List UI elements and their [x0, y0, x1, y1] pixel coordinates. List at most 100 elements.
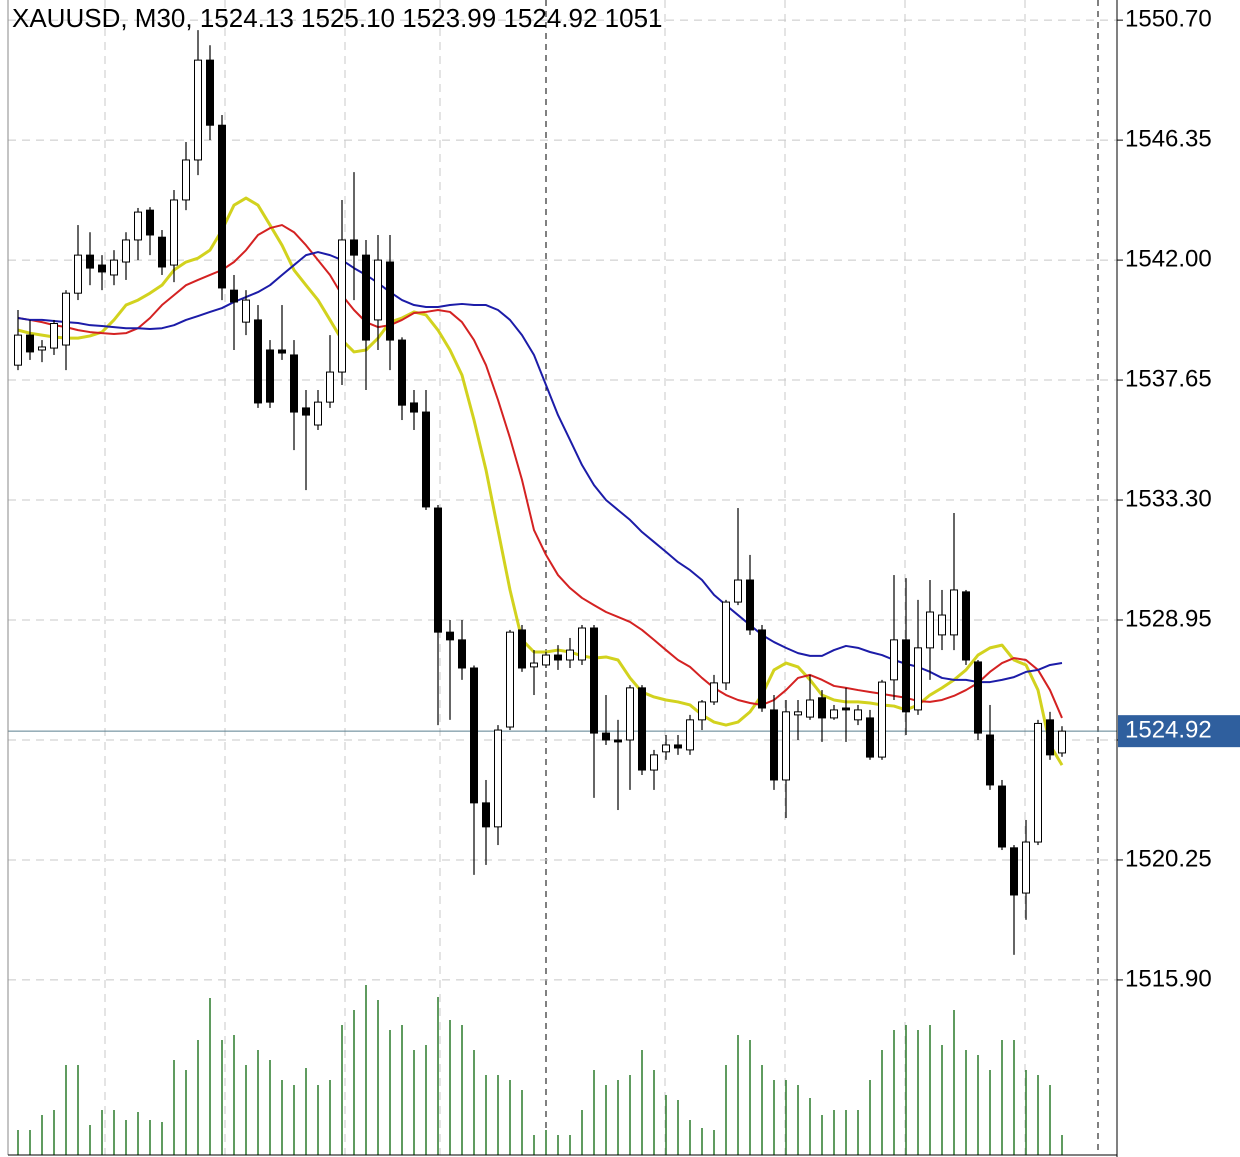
- candle-body-down: [986, 734, 994, 786]
- candle-body-up: [626, 687, 634, 741]
- candle-body-down: [230, 289, 238, 303]
- moving-average-line: [17, 251, 1063, 684]
- y-tick-label: 1515.90: [1125, 965, 1212, 992]
- candle-body-down: [278, 349, 286, 354]
- candle-body-up: [1022, 841, 1030, 894]
- volume-layer: [17, 985, 1063, 1155]
- candle-body-up: [890, 639, 898, 681]
- candle-body-up: [1034, 722, 1042, 843]
- y-tick-label: 1546.35: [1125, 125, 1212, 152]
- candle-body-down: [26, 334, 34, 353]
- moving-average-line: [17, 224, 1063, 719]
- candle-body-down: [350, 239, 358, 256]
- candle-body-up: [662, 744, 670, 753]
- candle-body-up: [854, 709, 862, 721]
- candle-body-down: [902, 639, 910, 713]
- ma-layer: [8, 196, 1117, 766]
- candle-layer: [14, 30, 1066, 955]
- candle-body-down: [86, 254, 94, 269]
- candle-body-up: [134, 211, 142, 241]
- candle-body-down: [434, 507, 442, 633]
- candle-body-up: [314, 401, 322, 426]
- candle-body-up: [62, 292, 70, 346]
- candle-body-up: [782, 711, 790, 781]
- candle-body-up: [926, 611, 934, 649]
- candle-body-down: [218, 124, 226, 289]
- candle-body-down: [866, 717, 874, 758]
- candle-body-up: [182, 159, 190, 201]
- candle-body-down: [758, 629, 766, 709]
- candle-body-up: [242, 299, 250, 323]
- chart-title: XAUUSD, M30, 1524.13 1525.10 1523.99 152…: [12, 3, 663, 33]
- candle-body-up: [74, 254, 82, 294]
- candle-body-up: [50, 323, 58, 349]
- candle-body-down: [446, 631, 454, 641]
- candle-body-up: [122, 239, 130, 263]
- candle-body-down: [470, 667, 478, 804]
- candle-body-down: [818, 697, 826, 719]
- candle-body-down: [422, 411, 430, 508]
- candle-body-down: [1046, 719, 1054, 756]
- y-tick-label: 1528.95: [1125, 605, 1212, 632]
- candle-body-up: [878, 681, 886, 758]
- candle-body-up: [506, 631, 514, 728]
- candle-body-down: [458, 639, 466, 669]
- y-tick-label: 1550.70: [1125, 5, 1212, 32]
- candle-body-up: [578, 627, 586, 661]
- candle-body-down: [674, 744, 682, 749]
- y-tick-label: 1533.30: [1125, 485, 1212, 512]
- candle-body-up: [566, 649, 574, 661]
- last-price-box: [1118, 715, 1240, 748]
- candle-body-down: [482, 802, 490, 828]
- candle-body-up: [710, 682, 718, 703]
- candle-body-down: [518, 629, 526, 669]
- candle-body-down: [98, 264, 106, 273]
- candle-body-down: [998, 785, 1006, 848]
- candle-body-down: [362, 254, 370, 341]
- y-tick-label: 1537.65: [1125, 365, 1212, 392]
- candle-body-down: [962, 591, 970, 661]
- y-tick-label: 1542.00: [1125, 245, 1212, 272]
- candle-body-up: [734, 579, 742, 603]
- candle-body-down: [614, 739, 622, 743]
- candle-body-down: [638, 687, 646, 771]
- candle-body-up: [14, 334, 22, 366]
- candle-body-up: [530, 662, 538, 668]
- candle-body-up: [326, 371, 334, 403]
- candle-body-down: [266, 349, 274, 403]
- candle-body-up: [938, 614, 946, 636]
- candle-body-up: [374, 259, 382, 321]
- candle-body-down: [770, 709, 778, 781]
- candle-body-up: [194, 59, 202, 161]
- candle-body-down: [386, 261, 394, 341]
- candle-body-up: [794, 711, 802, 716]
- candle-body-up: [830, 709, 838, 719]
- candle-body-down: [842, 707, 850, 711]
- candle-body-up: [38, 346, 46, 351]
- candle-body-down: [602, 732, 610, 741]
- candle-body-down: [1010, 847, 1018, 896]
- candle-body-up: [338, 239, 346, 373]
- candle-body-down: [146, 209, 154, 236]
- moving-average-line: [17, 196, 1064, 766]
- axis-layer: 1550.70 1546.35 1542.00 1537.65 1533.30 1528.…: [7, 0, 1240, 1157]
- candle-body-down: [410, 402, 418, 413]
- candle-body-up: [950, 589, 958, 636]
- candle-body-down: [554, 654, 562, 661]
- candle-body-down: [302, 407, 310, 416]
- candle-body-up: [722, 601, 730, 684]
- candle-body-up: [806, 699, 814, 718]
- y-tick-label: 1520.25: [1125, 845, 1212, 872]
- candle-body-up: [686, 719, 694, 751]
- grid-layer: [8, 0, 1117, 1155]
- candle-body-up: [1058, 730, 1066, 754]
- candle-body-up: [110, 259, 118, 276]
- candle-body-down: [290, 354, 298, 413]
- candle-body-up: [914, 647, 922, 711]
- candle-body-up: [494, 729, 502, 828]
- candle-body-down: [158, 236, 166, 268]
- candle-body-up: [698, 701, 706, 721]
- candle-body-down: [206, 59, 214, 126]
